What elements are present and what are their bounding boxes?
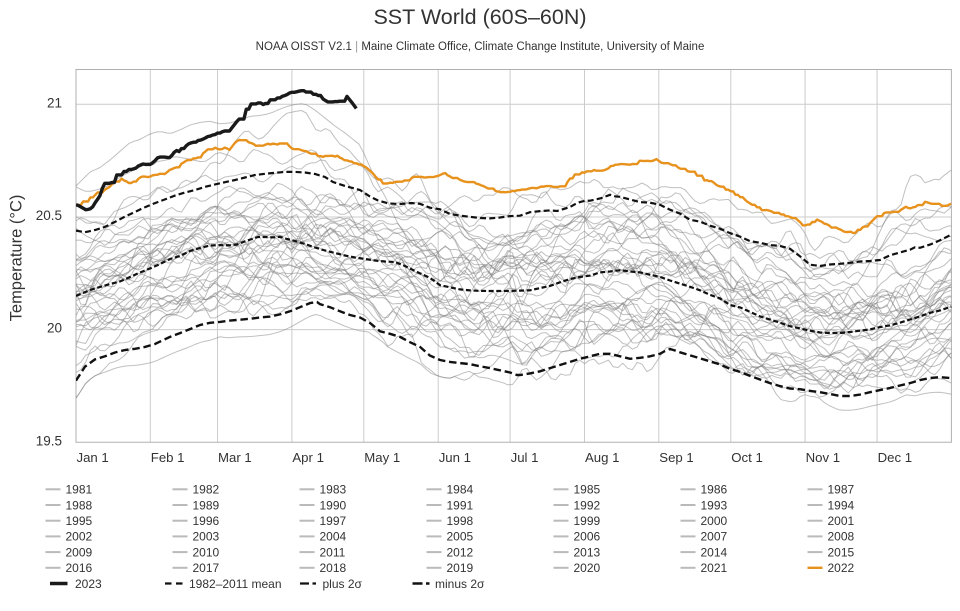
svg-text:1998: 1998 <box>447 514 474 528</box>
svg-text:1999: 1999 <box>574 514 601 528</box>
svg-text:20.5: 20.5 <box>36 208 62 223</box>
svg-text:20: 20 <box>47 321 62 336</box>
svg-text:1996: 1996 <box>193 514 220 528</box>
svg-text:21: 21 <box>47 95 62 110</box>
svg-text:Nov 1: Nov 1 <box>806 450 840 465</box>
svg-text:2003: 2003 <box>193 530 220 544</box>
svg-text:1994: 1994 <box>828 498 855 512</box>
svg-text:1982: 1982 <box>193 483 220 497</box>
svg-text:2009: 2009 <box>66 545 93 559</box>
svg-text:2019: 2019 <box>447 561 474 575</box>
svg-text:2017: 2017 <box>193 561 220 575</box>
svg-text:plus 2σ: plus 2σ <box>323 577 363 591</box>
svg-text:2015: 2015 <box>828 545 855 559</box>
svg-text:2016: 2016 <box>66 561 93 575</box>
svg-text:SST World (60S–60N): SST World (60S–60N) <box>373 5 586 29</box>
svg-text:2011: 2011 <box>320 545 346 559</box>
svg-text:2008: 2008 <box>828 530 855 544</box>
svg-text:2001: 2001 <box>828 514 855 528</box>
svg-text:minus 2σ: minus 2σ <box>435 577 485 591</box>
svg-text:2002: 2002 <box>66 530 93 544</box>
svg-text:2020: 2020 <box>574 561 601 575</box>
svg-text:1982–2011 mean: 1982–2011 mean <box>189 577 282 591</box>
svg-text:1987: 1987 <box>828 483 855 497</box>
svg-text:2013: 2013 <box>574 545 601 559</box>
svg-text:2022: 2022 <box>828 561 855 575</box>
svg-text:2021: 2021 <box>701 561 728 575</box>
svg-text:Feb 1: Feb 1 <box>151 450 185 465</box>
svg-text:1992: 1992 <box>574 498 601 512</box>
svg-text:1984: 1984 <box>447 483 474 497</box>
svg-text:1985: 1985 <box>574 483 601 497</box>
svg-text:1995: 1995 <box>66 514 93 528</box>
svg-text:19.5: 19.5 <box>36 433 62 448</box>
svg-text:Dec 1: Dec 1 <box>878 450 912 465</box>
svg-text:2007: 2007 <box>701 530 728 544</box>
svg-text:Jan 1: Jan 1 <box>77 450 109 465</box>
svg-text:2010: 2010 <box>193 545 220 559</box>
svg-text:Jun 1: Jun 1 <box>439 450 471 465</box>
svg-text:1989: 1989 <box>193 498 220 512</box>
svg-text:1983: 1983 <box>320 483 347 497</box>
svg-text:Oct 1: Oct 1 <box>731 450 763 465</box>
svg-text:Sep 1: Sep 1 <box>659 450 693 465</box>
svg-text:1990: 1990 <box>320 498 347 512</box>
svg-text:2006: 2006 <box>574 530 601 544</box>
svg-text:1988: 1988 <box>66 498 93 512</box>
svg-text:2014: 2014 <box>701 545 728 559</box>
svg-text:1986: 1986 <box>701 483 728 497</box>
svg-text:Apr 1: Apr 1 <box>292 450 324 465</box>
svg-text:Jul 1: Jul 1 <box>511 450 539 465</box>
svg-text:2000: 2000 <box>701 514 728 528</box>
svg-text:2018: 2018 <box>320 561 347 575</box>
svg-text:1991: 1991 <box>447 498 474 512</box>
svg-text:2004: 2004 <box>320 530 347 544</box>
svg-text:Aug 1: Aug 1 <box>585 450 619 465</box>
svg-text:2023: 2023 <box>75 577 102 591</box>
svg-text:2005: 2005 <box>447 530 474 544</box>
svg-text:May 1: May 1 <box>364 450 400 465</box>
svg-text:1981: 1981 <box>66 483 93 497</box>
svg-text:1997: 1997 <box>320 514 347 528</box>
svg-text:Temperature (°C): Temperature (°C) <box>8 195 26 322</box>
svg-text:Mar 1: Mar 1 <box>218 450 252 465</box>
svg-text:1993: 1993 <box>701 498 728 512</box>
svg-text:2012: 2012 <box>447 545 474 559</box>
svg-text:NOAA OISST V2.1 | Maine Climat: NOAA OISST V2.1 | Maine Climate Office, … <box>256 41 705 53</box>
